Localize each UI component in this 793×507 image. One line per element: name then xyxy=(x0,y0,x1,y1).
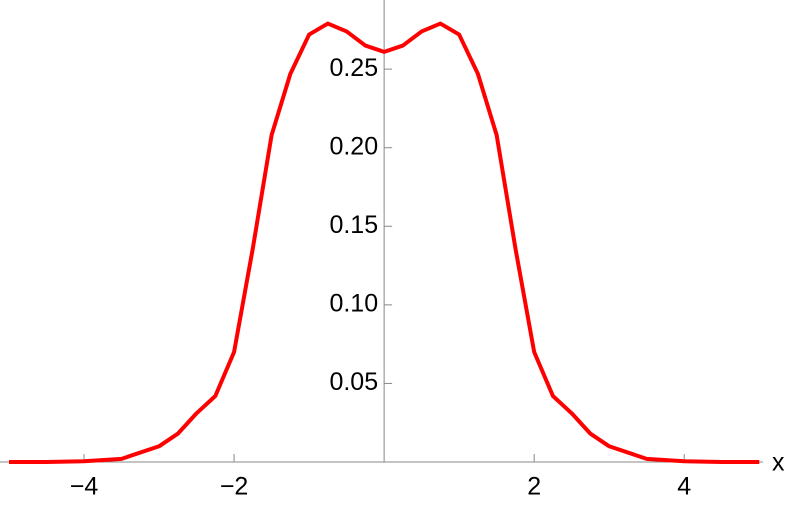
y-tick-label: 0.10 xyxy=(329,289,378,317)
curve xyxy=(9,21,760,464)
x-tick-label: −4 xyxy=(70,473,99,501)
x-tick-label: 4 xyxy=(677,473,691,501)
x-tick-label: −2 xyxy=(220,473,249,501)
y-tick-label: 0.05 xyxy=(329,368,378,396)
y-tick-label: 0.20 xyxy=(329,132,378,160)
y-tick-label: 0.15 xyxy=(329,211,378,239)
x-tick-label: 2 xyxy=(527,473,541,501)
x-axis-label: x xyxy=(772,449,785,477)
y-tick-label: 0.25 xyxy=(329,54,378,82)
